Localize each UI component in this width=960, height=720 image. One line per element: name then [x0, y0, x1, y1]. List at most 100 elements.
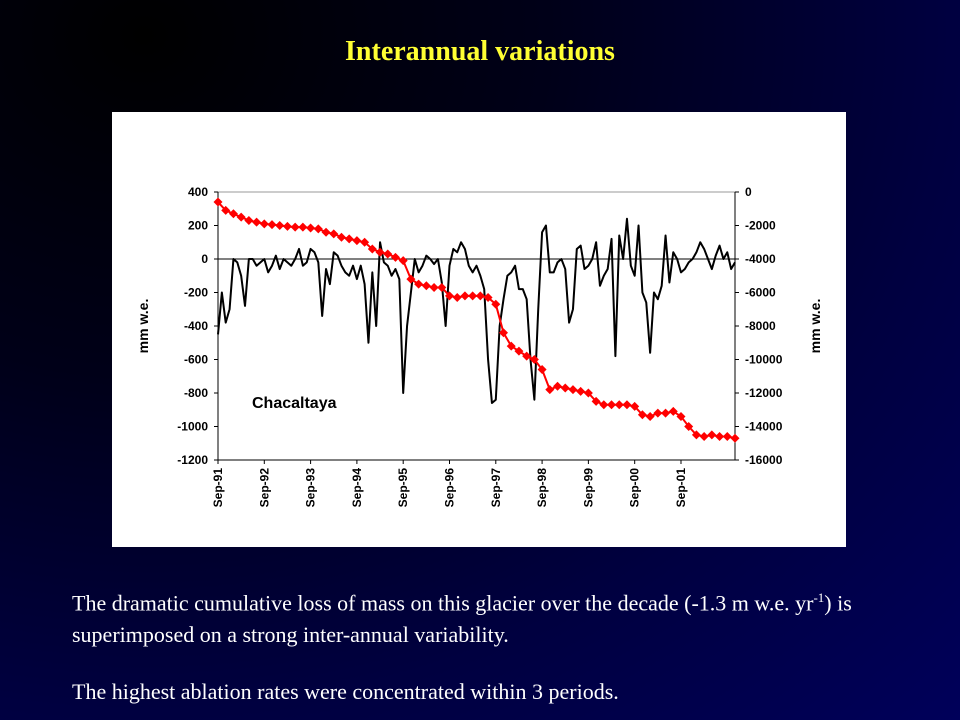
chart-panel: 400 200 0 -200 -400 -600 -800 -1000 -1200 0 -2000-…: [112, 112, 846, 547]
y-axis-title-right: mm w.e.: [807, 299, 823, 354]
cumulative-point: [468, 291, 478, 301]
cumulative-point: [398, 256, 408, 266]
cumulative-point: [599, 400, 609, 410]
cumulative-point: [437, 282, 447, 292]
cumulative-point: [545, 385, 555, 395]
cumulative-point: [583, 388, 593, 398]
x-tick-label: Sep-92: [257, 468, 271, 508]
monthly-balance-line: [217, 217, 736, 405]
x-tick-label: Sep-94: [350, 468, 364, 508]
cumulative-point: [336, 232, 346, 242]
cumulative-point: [298, 222, 308, 232]
cumulative-point: [321, 227, 331, 237]
y-tick-left-label: -200: [184, 286, 208, 300]
chart-annotation: Chacaltaya: [252, 395, 337, 412]
cumulative-point: [475, 291, 485, 301]
x-tick-label: Sep-01: [674, 468, 688, 508]
y-tick-right-label: -2000: [745, 219, 776, 233]
cumulative-point: [282, 221, 292, 231]
cumulative-point: [421, 281, 431, 291]
x-tick-label: Sep-98: [535, 468, 549, 508]
slide-title: Interannual variations: [345, 36, 615, 67]
cumulative-point: [707, 430, 717, 440]
cumulative-point: [290, 222, 300, 232]
cumulative-point: [730, 433, 740, 443]
cumulative-point: [252, 217, 262, 227]
cumulative-point: [722, 432, 732, 442]
x-tick-label: Sep-96: [442, 468, 456, 508]
cumulative-point: [506, 341, 516, 351]
y-tick-left-label: -400: [184, 319, 208, 333]
x-tick-label: Sep-99: [581, 468, 595, 508]
cumulative-point: [614, 400, 624, 410]
paragraph-1-superscript: -1: [813, 590, 825, 605]
cumulative-point: [676, 411, 686, 421]
cumulative-point: [344, 234, 354, 244]
y-axis-title-left: mm w.e.: [135, 299, 151, 354]
cumulative-point: [444, 291, 454, 301]
cumulative-point: [221, 205, 231, 215]
cumulative-point: [560, 383, 570, 393]
x-tick-label: Sep-93: [304, 468, 318, 508]
paragraph-1-text-start: The dramatic cumulative loss of mass on …: [72, 590, 814, 616]
cumulative-point: [499, 328, 509, 338]
y-tick-right-label: 0: [745, 185, 752, 199]
cumulative-point: [375, 247, 385, 257]
cumulative-point: [360, 237, 370, 247]
cumulative-point: [630, 401, 640, 411]
cumulative-point: [622, 400, 632, 410]
cumulative-point: [329, 229, 339, 239]
cumulative-point: [522, 351, 532, 361]
cumulative-point: [491, 299, 501, 309]
cumulative-point: [576, 386, 586, 396]
cumulative-point: [645, 411, 655, 421]
cumulative-point: [414, 279, 424, 289]
cumulative-point: [406, 274, 416, 284]
cumulative-point: [684, 422, 694, 431]
cumulative-point: [553, 381, 563, 391]
body-paragraph-1: The dramatic cumulative loss of mass on …: [72, 582, 932, 651]
cumulative-point: [699, 432, 709, 442]
x-tick-label: Sep-00: [628, 468, 642, 508]
cumulative-point: [568, 385, 578, 395]
cumulative-point: [661, 408, 671, 418]
x-tick-label: Sep-91: [211, 468, 225, 508]
y-tick-left-label: 400: [188, 185, 208, 199]
cumulative-point: [352, 236, 362, 246]
x-tick-label: Sep-97: [489, 468, 503, 508]
cumulative-point: [267, 220, 277, 230]
cumulative-point: [529, 355, 539, 364]
cumulative-point: [452, 293, 462, 303]
y-tick-left-label: -1000: [177, 420, 208, 434]
cumulative-point: [259, 219, 269, 229]
cumulative-point: [390, 252, 400, 262]
cumulative-point: [537, 365, 547, 375]
cumulative-point: [668, 406, 678, 416]
cumulative-point: [244, 215, 254, 225]
y-tick-left-label: -1200: [177, 453, 208, 467]
cumulative-point: [607, 400, 617, 410]
cumulative-point: [637, 410, 647, 420]
cumulative-point: [275, 221, 285, 230]
cumulative-point: [306, 223, 316, 233]
cumulative-point: [653, 408, 663, 418]
cumulative-point: [483, 293, 493, 303]
cumulative-point: [367, 244, 377, 254]
cumulative-point: [514, 346, 524, 356]
cumulative-point: [429, 282, 439, 292]
y-tick-right-label: -10000: [745, 353, 783, 367]
paragraph-1-text-end: ) is superimposed on a strong inter-annu…: [72, 590, 852, 648]
y-tick-right-label: -4000: [745, 252, 776, 266]
mass-balance-chart: 4002000-200-400-600-800-1000-12000-2000-…: [135, 185, 823, 508]
y-tick-right-label: -14000: [745, 420, 783, 434]
cumulative-point: [228, 209, 238, 219]
y-tick-left-label: 200: [188, 219, 208, 233]
y-tick-left-label: -600: [184, 353, 208, 367]
y-tick-right-label: -16000: [745, 453, 783, 467]
y-tick-left-label: 0: [201, 252, 208, 266]
y-tick-right-label: -6000: [745, 286, 776, 300]
cumulative-point: [236, 212, 246, 222]
y-tick-right-label: -12000: [745, 386, 783, 400]
cumulative-point: [460, 291, 470, 301]
plot-area: [217, 191, 736, 461]
